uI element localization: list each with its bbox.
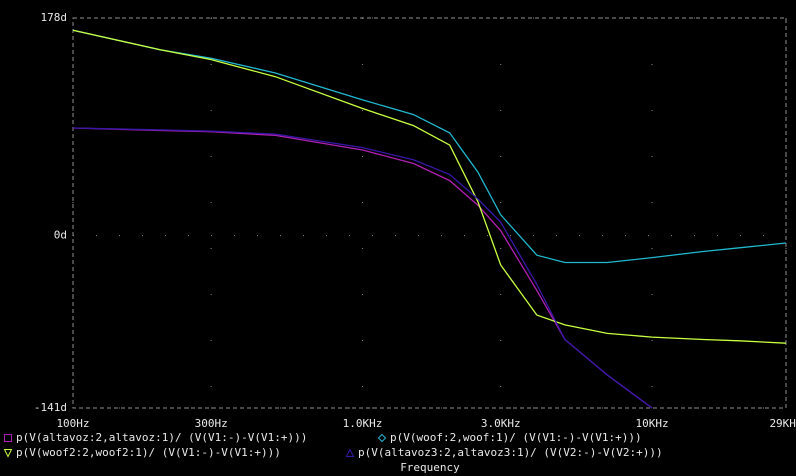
- x-tick-label: 300Hz: [195, 417, 228, 430]
- legend-label: p(V(altavoz3:2,altavoz3:1)/ (V(V2:-)-V(V…: [358, 446, 663, 459]
- x-tick-label: 10KHz: [636, 417, 669, 430]
- legend-label: p(V(woof:2,woof:1)/ (V(V1:-)-V(V1:+))): [390, 431, 642, 444]
- y-tick-label: 178d: [41, 11, 68, 24]
- x-tick-label: 3.0KHz: [481, 417, 521, 430]
- legend-marker: [345, 448, 355, 457]
- series-line: [72, 29, 787, 344]
- plot-frame: [72, 17, 787, 409]
- legend-marker: [4, 434, 12, 442]
- series-line: [72, 29, 787, 264]
- legend-marker: [377, 433, 387, 443]
- x-axis-label: Frequency: [400, 461, 460, 474]
- y-tick-label: -141d: [34, 401, 67, 414]
- legend-label: p(V(altavoz:2,altavoz:1)/ (V(V1:-)-V(V1:…: [16, 431, 307, 444]
- x-tick-label: 29KHz: [769, 417, 796, 430]
- legend-label: p(V(woof2:2,woof2:1)/ (V(V1:-)-V(V1:+))): [16, 446, 281, 459]
- series-line: [72, 127, 653, 409]
- x-tick-label: 1.0KHz: [343, 417, 383, 430]
- y-tick-label: 0d: [54, 229, 67, 242]
- legend-marker: [3, 449, 13, 458]
- x-tick-label: 100Hz: [56, 417, 89, 430]
